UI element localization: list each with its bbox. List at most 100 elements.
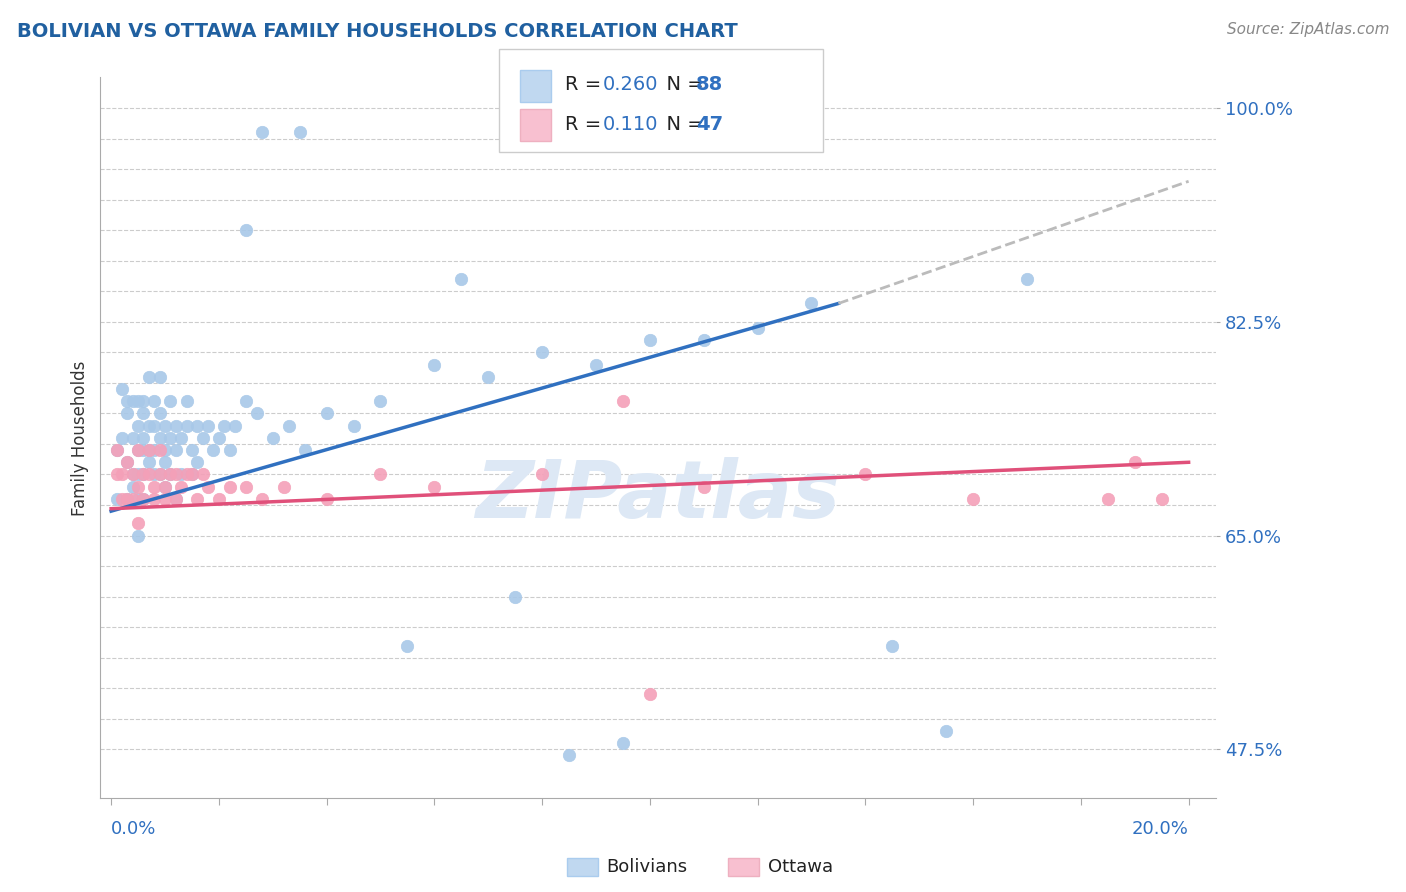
Point [747,321,769,335]
Point [423,358,446,372]
Point [132,394,155,409]
Point [1015,272,1038,286]
Point [315,406,337,420]
Point [693,480,716,494]
Point [159,467,181,482]
Point [853,467,876,482]
Point [396,639,419,653]
Point [638,333,661,347]
Point [294,443,316,458]
Point [612,394,634,409]
Point [165,467,187,482]
Text: N =: N = [654,114,710,134]
Text: R =: R = [565,75,607,95]
Point [1097,491,1119,506]
Text: 47: 47 [696,114,723,134]
Point [165,491,187,506]
Point [111,382,134,396]
Point [218,480,240,494]
Point [202,443,225,458]
Point [170,480,193,494]
Point [273,480,295,494]
Point [693,333,716,347]
Point [111,431,134,445]
Text: BOLIVIAN VS OTTAWA FAMILY HOUSEHOLDS CORRELATION CHART: BOLIVIAN VS OTTAWA FAMILY HOUSEHOLDS COR… [17,22,738,41]
Point [159,467,181,482]
Point [370,467,392,482]
Point [181,443,204,458]
Point [181,467,204,482]
Point [149,467,172,482]
Point [370,394,392,409]
Y-axis label: Family Households: Family Households [72,360,89,516]
Point [121,431,143,445]
Point [105,491,128,506]
Point [138,455,160,469]
Text: Bolivians: Bolivians [606,858,688,876]
Point [127,528,149,542]
Point [138,467,160,482]
Point [153,455,176,469]
Point [143,480,166,494]
Point [315,491,337,506]
Text: 88: 88 [696,75,723,95]
Point [176,467,198,482]
Point [105,443,128,458]
Point [197,480,219,494]
Point [132,491,155,506]
Point [127,443,149,458]
Text: Source: ZipAtlas.com: Source: ZipAtlas.com [1226,22,1389,37]
Point [288,125,311,139]
Point [111,467,134,482]
Point [159,431,181,445]
Point [208,431,231,445]
Point [176,394,198,409]
Point [935,724,957,739]
Text: 20.0%: 20.0% [1132,820,1188,838]
Point [117,394,139,409]
Point [132,406,155,420]
Point [117,455,139,469]
Point [531,467,554,482]
Point [149,467,172,482]
Point [170,431,193,445]
Point [153,480,176,494]
Point [117,455,139,469]
Point [143,443,166,458]
Point [143,418,166,433]
Point [117,491,139,506]
Point [143,467,166,482]
Point [962,491,984,506]
Point [342,418,364,433]
Point [149,406,172,420]
Text: 0.110: 0.110 [603,114,658,134]
Point [121,394,143,409]
Point [149,431,172,445]
Point [800,296,823,310]
Point [186,491,208,506]
Point [235,223,257,237]
Point [121,480,143,494]
Point [558,748,581,763]
Point [638,687,661,701]
Point [138,369,160,384]
Point [882,639,904,653]
Point [121,491,143,506]
Text: 0.260: 0.260 [603,75,658,95]
Point [214,418,236,433]
Point [127,491,149,506]
Point [165,443,187,458]
Point [127,516,149,531]
Text: Ottawa: Ottawa [768,858,832,876]
Point [186,455,208,469]
Point [153,443,176,458]
Point [218,443,240,458]
Point [503,590,526,604]
Point [111,491,134,506]
Point [138,443,160,458]
Point [132,431,155,445]
Point [191,467,214,482]
Point [262,431,284,445]
Point [143,491,166,506]
Point [181,467,204,482]
